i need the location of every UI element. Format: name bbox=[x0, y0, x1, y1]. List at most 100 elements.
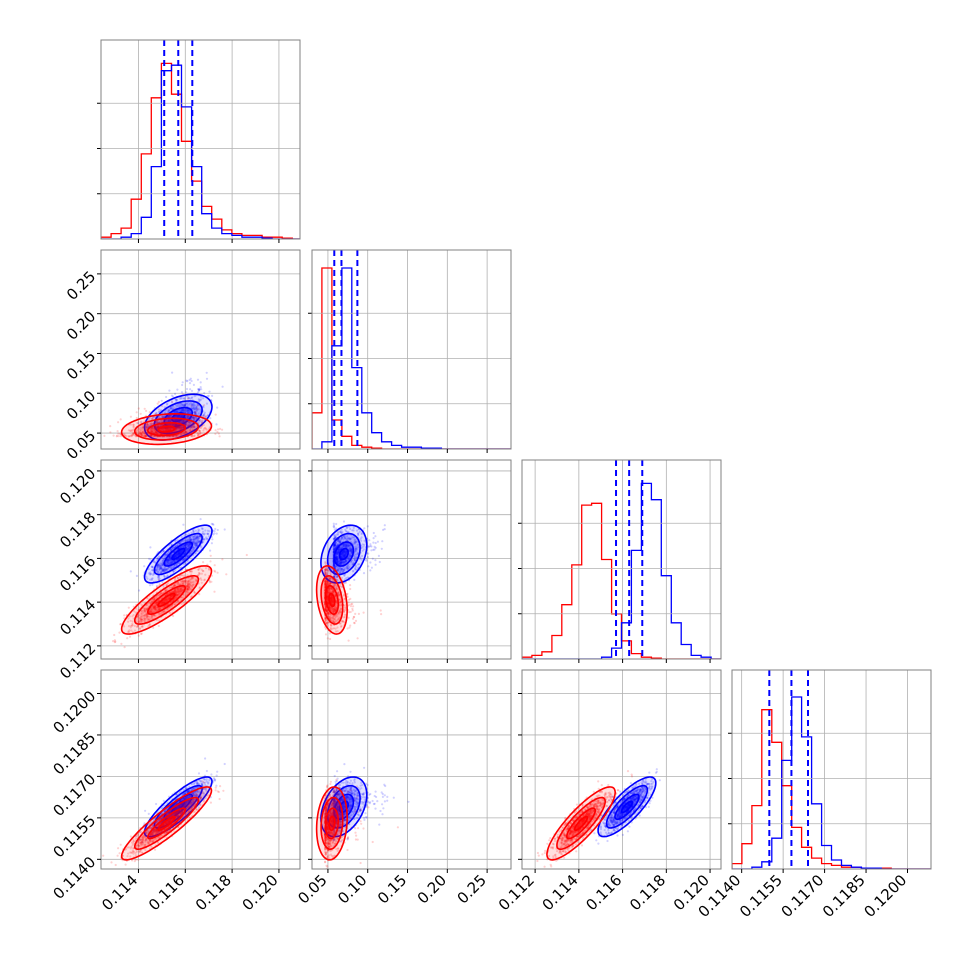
scatter-point bbox=[186, 415, 189, 418]
scatter-point bbox=[143, 435, 146, 438]
scatter-point bbox=[166, 428, 169, 431]
scatter-point bbox=[184, 430, 187, 433]
scatter-point bbox=[164, 568, 167, 571]
scatter-point bbox=[184, 423, 188, 426]
scatter-point bbox=[193, 411, 196, 414]
scatter-point bbox=[175, 553, 178, 556]
scatter-point bbox=[157, 432, 160, 435]
scatter-point bbox=[155, 431, 158, 434]
scatter-point bbox=[187, 554, 190, 557]
scatter-point bbox=[171, 435, 175, 438]
scatter-point bbox=[188, 542, 191, 546]
scatter-point bbox=[123, 646, 126, 649]
scatter-point bbox=[150, 427, 153, 431]
scatter-point bbox=[119, 432, 122, 436]
scatter-point bbox=[165, 426, 168, 429]
scatter-point bbox=[146, 423, 149, 426]
scatter-point bbox=[190, 389, 194, 392]
scatter-point bbox=[202, 423, 205, 427]
scatter-point bbox=[157, 576, 160, 579]
scatter-point bbox=[190, 396, 193, 400]
scatter-point bbox=[221, 428, 224, 431]
scatter-point bbox=[157, 575, 160, 578]
scatter-point bbox=[203, 533, 206, 536]
scatter-point bbox=[171, 423, 174, 426]
scatter-point bbox=[168, 420, 172, 423]
scatter-point bbox=[346, 592, 349, 595]
scatter-point bbox=[194, 412, 197, 415]
scatter-point bbox=[167, 559, 170, 562]
scatter-point bbox=[192, 529, 195, 532]
scatter-point bbox=[183, 558, 186, 561]
scatter-point bbox=[189, 429, 192, 432]
scatter-point bbox=[163, 554, 166, 558]
scatter-point bbox=[197, 388, 200, 391]
scatter-point bbox=[332, 522, 335, 525]
scatter-point bbox=[374, 563, 377, 566]
scatter-point bbox=[138, 589, 141, 592]
scatter-point bbox=[165, 428, 168, 431]
scatter-point bbox=[169, 555, 172, 558]
scatter-point bbox=[196, 549, 199, 553]
scatter-point bbox=[204, 414, 208, 418]
scatter-point bbox=[192, 408, 195, 411]
scatter-point bbox=[187, 410, 191, 413]
scatter-point bbox=[189, 377, 192, 380]
scatter-point bbox=[182, 419, 185, 422]
scatter-point bbox=[175, 434, 178, 437]
scatter-point bbox=[194, 542, 197, 545]
scatter-point bbox=[184, 432, 187, 435]
scatter-point bbox=[151, 430, 154, 433]
scatter-point bbox=[374, 535, 377, 538]
scatter-point bbox=[185, 391, 188, 394]
scatter-point bbox=[164, 428, 167, 431]
scatter-point bbox=[163, 414, 166, 417]
scatter-point bbox=[181, 426, 184, 429]
scatter-point bbox=[192, 426, 195, 429]
scatter-point bbox=[377, 554, 380, 558]
scatter-point bbox=[165, 559, 168, 562]
scatter-point bbox=[191, 403, 194, 406]
scatter-point bbox=[150, 422, 153, 425]
scatter-point bbox=[156, 425, 159, 429]
scatter-point bbox=[207, 535, 211, 538]
panel-0-0 bbox=[97, 39, 301, 243]
panel-frame bbox=[100, 249, 301, 450]
scatter-point bbox=[161, 569, 164, 572]
scatter-point bbox=[194, 551, 197, 555]
scatter-point bbox=[113, 641, 116, 644]
scatter-point bbox=[150, 565, 153, 568]
scatter-point bbox=[198, 420, 201, 423]
scatter-point bbox=[213, 530, 216, 533]
scatter-point bbox=[170, 547, 173, 551]
scatter-point bbox=[184, 533, 187, 536]
scatter-point bbox=[186, 416, 189, 419]
scatter-point bbox=[183, 397, 186, 400]
scatter-point bbox=[162, 549, 165, 553]
scatter-point bbox=[154, 569, 157, 572]
scatter-point bbox=[184, 543, 187, 546]
scatter-point bbox=[189, 538, 193, 542]
scatter-point bbox=[372, 548, 375, 552]
scatter-point bbox=[180, 427, 183, 430]
scatter-point bbox=[192, 425, 195, 429]
scatter-point bbox=[160, 427, 163, 430]
scatter-point bbox=[176, 553, 180, 556]
scatter-point bbox=[177, 414, 180, 417]
scatter-point bbox=[178, 425, 181, 428]
scatter-point bbox=[162, 574, 166, 577]
scatter-point bbox=[196, 433, 199, 436]
scatter-point bbox=[184, 544, 187, 547]
scatter-point bbox=[178, 414, 181, 417]
scatter-point bbox=[187, 538, 190, 541]
scatter-point bbox=[150, 572, 153, 576]
scatter-point bbox=[190, 403, 193, 406]
scatter-point bbox=[180, 404, 183, 407]
scatter-point bbox=[193, 426, 196, 429]
scatter-point bbox=[166, 428, 169, 431]
scatter-point bbox=[192, 416, 195, 419]
scatter-point bbox=[184, 430, 188, 433]
scatter-point bbox=[167, 415, 170, 418]
scatter-point bbox=[170, 427, 173, 430]
contour-red bbox=[120, 412, 213, 446]
